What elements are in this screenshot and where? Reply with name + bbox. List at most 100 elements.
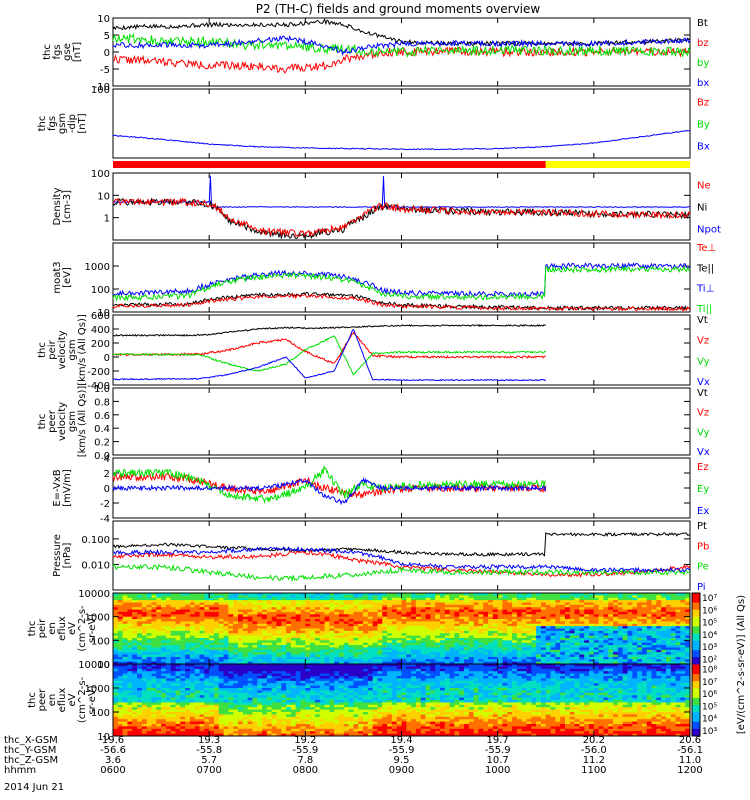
heatmap-cell (233, 614, 239, 618)
heatmap-cell (319, 647, 325, 651)
heatmap-cell (223, 600, 229, 603)
heatmap-cell (516, 630, 523, 634)
heatmap-cell (228, 666, 234, 670)
heatmap-cell (300, 600, 306, 603)
heatmap-cell (218, 656, 224, 660)
heatmap-cell (238, 688, 244, 691)
heatmap-cell (454, 656, 460, 660)
heatmap-cell (670, 595, 676, 599)
heatmap-cell (540, 656, 547, 660)
heatmap-cell (127, 604, 133, 608)
heatmap-cell (540, 642, 547, 646)
heatmap-cell (242, 733, 249, 737)
heatmap-cell (314, 645, 321, 648)
heatmap-cell (257, 690, 263, 694)
heatmap-cell (680, 637, 686, 641)
heatmap-cell (420, 607, 426, 610)
heatmap-cell (238, 709, 244, 713)
heatmap-cell (555, 604, 561, 608)
heatmap-cell (141, 695, 148, 698)
heatmap-cell (449, 616, 455, 620)
heatmap-cell (146, 726, 152, 730)
heatmap-cell (560, 633, 566, 636)
heatmap-cell (228, 621, 234, 625)
heatmap-cell (363, 659, 369, 663)
heatmap-cell (430, 609, 436, 613)
heatmap-cell (175, 666, 181, 670)
heatmap-cell (478, 602, 484, 606)
heatmap-cell (247, 680, 253, 684)
heatmap-cell (387, 647, 393, 651)
heatmap-cell (262, 721, 268, 725)
heatmap-cell (218, 649, 224, 653)
heatmap-cell (512, 652, 518, 655)
heatmap-cell (483, 628, 489, 632)
heatmap-cell (367, 635, 374, 639)
heatmap-cell (122, 656, 128, 660)
heatmap-cell (569, 642, 575, 646)
heatmap-cell (372, 633, 378, 636)
heatmap-cell (271, 697, 277, 701)
heatmap-cell (473, 630, 479, 634)
heatmap-cell (213, 633, 220, 636)
heatmap-cell (382, 619, 388, 622)
heatmap-cell (247, 597, 253, 601)
heatmap-cell (391, 630, 398, 634)
heatmap-cell (209, 678, 215, 682)
heatmap-cell (132, 649, 138, 653)
heatmap-cell (127, 628, 133, 632)
heatmap-cell (488, 642, 494, 646)
heatmap-cell (242, 642, 249, 646)
heatmap-cell (113, 611, 119, 615)
heatmap-cell (252, 728, 258, 732)
heatmap-cell (271, 716, 277, 720)
heatmap-cell (579, 604, 585, 608)
heatmap-cell (233, 702, 239, 706)
heatmap-cell (656, 609, 662, 613)
heatmap-cell (252, 656, 258, 660)
heatmap-cell (113, 685, 119, 689)
heatmap-cell (478, 642, 484, 646)
heatmap-cell (185, 645, 191, 648)
heatmap-cell (353, 621, 359, 625)
heatmap-cell (468, 597, 475, 601)
heatmap-cell (603, 607, 609, 610)
heatmap-cell (593, 614, 600, 618)
heatmap-cell (444, 647, 450, 651)
heatmap-cell (598, 626, 604, 629)
y-tick-label: 100 (91, 169, 110, 180)
heatmap-cell (454, 628, 460, 632)
heatmap-cell (353, 611, 359, 615)
heatmap-cell (459, 647, 465, 651)
heatmap-cell (685, 633, 691, 636)
heatmap-cell (651, 607, 657, 610)
heatmap-cell (242, 635, 249, 639)
heatmap-cell (536, 649, 542, 653)
heatmap-cell (122, 654, 128, 658)
heatmap-cell (122, 714, 128, 718)
heatmap-cell (387, 595, 393, 599)
heatmap-cell (117, 728, 124, 732)
heatmap-cell (387, 611, 393, 615)
heatmap-cell (444, 611, 450, 615)
heatmap-cell (185, 714, 191, 718)
heatmap-cell (564, 609, 571, 613)
heatmap-cell (454, 611, 460, 615)
series-Pt (112, 531, 691, 557)
heatmap-cell (223, 668, 229, 672)
heatmap-cell (127, 626, 133, 629)
heatmap-cell (497, 616, 503, 620)
heatmap-cell (141, 721, 148, 725)
heatmap-cell (314, 595, 321, 599)
heatmap-cell (637, 602, 643, 606)
heatmap-cell (685, 640, 691, 644)
heatmap-cell (526, 607, 532, 610)
heatmap-cell (579, 593, 585, 596)
heatmap-cell (281, 676, 287, 679)
heatmap-cell (622, 602, 628, 606)
heatmap-cell (151, 635, 157, 639)
heatmap-cell (343, 633, 350, 636)
heatmap-cell (113, 595, 119, 599)
heatmap-cell (574, 619, 580, 622)
heatmap-cell (175, 604, 181, 608)
